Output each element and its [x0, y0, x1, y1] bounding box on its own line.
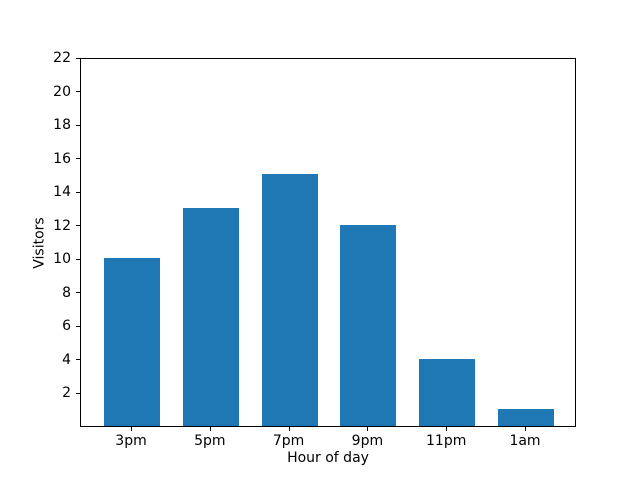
bar-11pm: [419, 358, 476, 426]
y-tick-label: 16: [53, 150, 71, 167]
x-tick-mark: [367, 427, 369, 431]
y-tick-label: 20: [53, 83, 71, 100]
y-tick-label: 10: [53, 251, 71, 268]
y-tick-mark: [76, 225, 80, 227]
y-tick-mark: [76, 292, 80, 294]
x-tick-label: 7pm: [272, 433, 305, 449]
y-tick-label: 8: [62, 284, 71, 301]
x-tick-label: 9pm: [351, 433, 384, 449]
y-tick-mark: [76, 258, 80, 260]
x-tick-label: 3pm: [115, 433, 147, 449]
x-tick-label: 11pm: [426, 433, 467, 449]
y-tick-mark: [76, 392, 80, 394]
y-tick-label: 6: [62, 318, 71, 335]
x-tick-label: 5pm: [194, 433, 226, 449]
y-tick-label: 18: [53, 117, 71, 134]
x-tick-mark: [131, 427, 132, 431]
x-tick-mark: [446, 427, 448, 431]
y-tick-label: 2: [62, 385, 71, 402]
plot-area: [80, 58, 576, 427]
x-tick-label: 1am: [509, 433, 541, 449]
y-tick-label: 4: [62, 351, 71, 368]
bar-5pm: [182, 207, 239, 426]
bar-7pm: [261, 174, 318, 426]
y-tick-mark: [76, 325, 80, 327]
bar-3pm: [104, 258, 160, 426]
x-tick-mark: [288, 427, 290, 431]
bar-9pm: [340, 224, 397, 426]
y-tick-mark: [76, 57, 80, 59]
y-tick-mark: [76, 91, 80, 93]
y-tick-mark: [76, 158, 80, 160]
y-tick-label: 22: [53, 50, 71, 66]
y-tick-label: 14: [53, 184, 71, 201]
y-tick-mark: [76, 359, 80, 361]
x-axis-title: Hour of day: [287, 450, 369, 466]
x-tick-mark: [209, 427, 211, 431]
bar-1am: [498, 409, 554, 426]
y-tick-mark: [76, 191, 80, 193]
y-tick-label: 12: [53, 217, 71, 234]
x-tick-mark: [525, 427, 526, 431]
y-tick-mark: [76, 124, 80, 126]
